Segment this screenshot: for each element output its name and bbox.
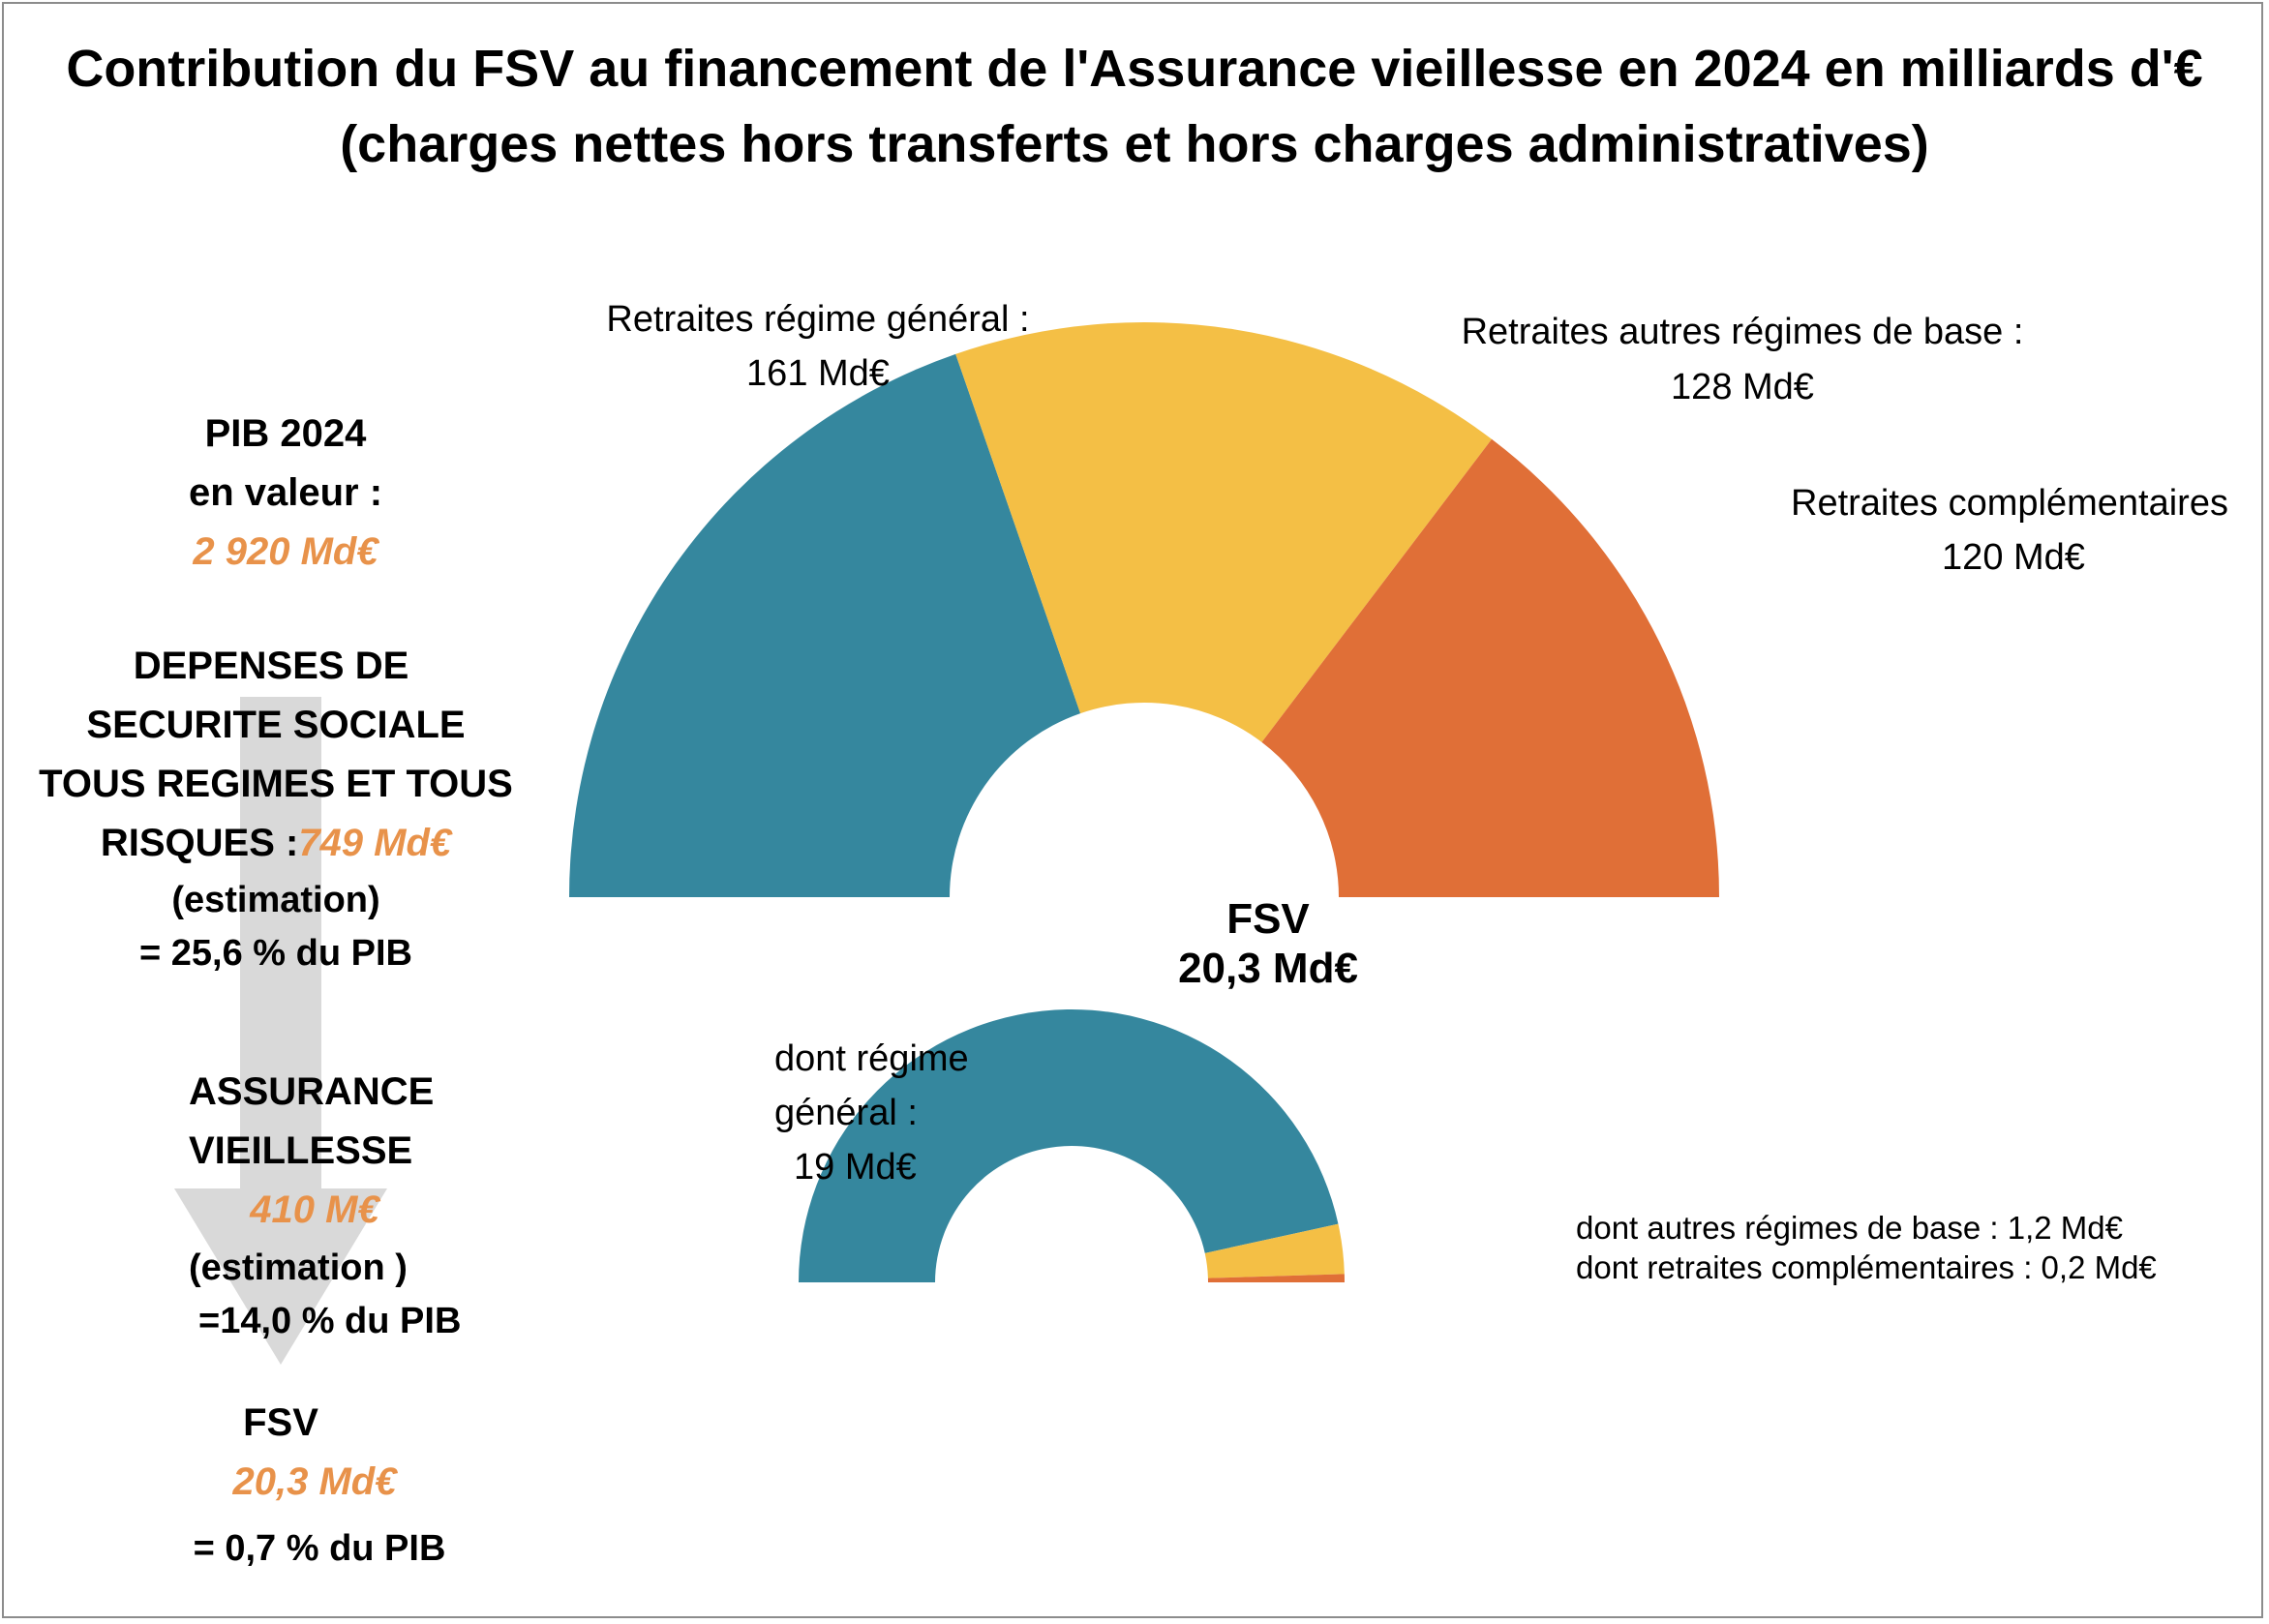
fsv-side-title: FSV — [243, 1401, 318, 1444]
pib-subtitle: en valeur : — [188, 471, 383, 514]
slice-value-label: 128 Md€ — [1671, 367, 1814, 407]
av-pct: =14,0 % du PIB — [198, 1301, 462, 1341]
dep-note: (estimation) — [171, 880, 380, 920]
pib-value: 2 920 Md€ — [193, 530, 378, 573]
flow-arrow — [174, 697, 387, 1365]
chart-title: Contribution du FSV au financement de l'… — [66, 40, 2203, 98]
fsv-side-pct: = 0,7 % du PIB — [193, 1528, 446, 1569]
slice-label: général : — [774, 1093, 918, 1133]
av-line2: VIEILLESSE — [189, 1129, 413, 1172]
av-line1: ASSURANCE — [189, 1070, 435, 1113]
av-value: 410 M€ — [250, 1188, 379, 1231]
fsv-half-donut — [799, 1009, 1346, 1282]
fsv-side-value: 20,3 Md€ — [232, 1460, 397, 1503]
dep-line4-prefix: RISQUES : — [100, 822, 299, 864]
slice-value-label: 19 Md€ — [794, 1147, 917, 1188]
dep-pct: = 25,6 % du PIB — [139, 933, 412, 974]
slice-value-label: 161 Md€ — [746, 353, 890, 394]
dep-line4: RISQUES :749 Md€ — [39, 814, 513, 873]
chart-subtitle: (charges nettes hors transferts et hors … — [340, 115, 1929, 173]
slice-label: Retraites régime général : — [606, 299, 1030, 340]
slice-label: dont autres régimes de base : 1,2 Md€ — [1576, 1210, 2123, 1246]
dep-line3: TOUS REGIMES ET TOUS — [39, 763, 513, 805]
pib-title: PIB 2024 — [204, 412, 367, 455]
donut-slice — [569, 353, 1081, 897]
donut-slice — [1204, 1223, 1345, 1278]
av-note: (estimation ) — [189, 1248, 408, 1288]
main-half-donut — [569, 322, 1719, 897]
slice-label: dont retraites complémentaires : 0,2 Md€ — [1576, 1249, 2157, 1285]
slice-label: Retraites autres régimes de base : — [1461, 312, 2024, 352]
slice-value-label: 120 Md€ — [1942, 537, 2085, 578]
donut-slice — [955, 322, 1493, 742]
donut-slice — [799, 1009, 1339, 1282]
donut-slice — [1207, 1274, 1346, 1282]
fsv-chart-subtitle: 20,3 Md€ — [1178, 945, 1358, 992]
donut-slice — [1261, 438, 1719, 897]
slice-label: Retraites complémentaires — [1791, 483, 2228, 524]
dep-line2: SECURITE SOCIALE — [86, 704, 466, 746]
fsv-chart-title: FSV — [1226, 895, 1310, 943]
dep-value: 749 Md€ — [298, 822, 452, 864]
slice-label: dont régime — [774, 1038, 969, 1079]
dep-line1: DEPENSES DE — [133, 645, 409, 687]
